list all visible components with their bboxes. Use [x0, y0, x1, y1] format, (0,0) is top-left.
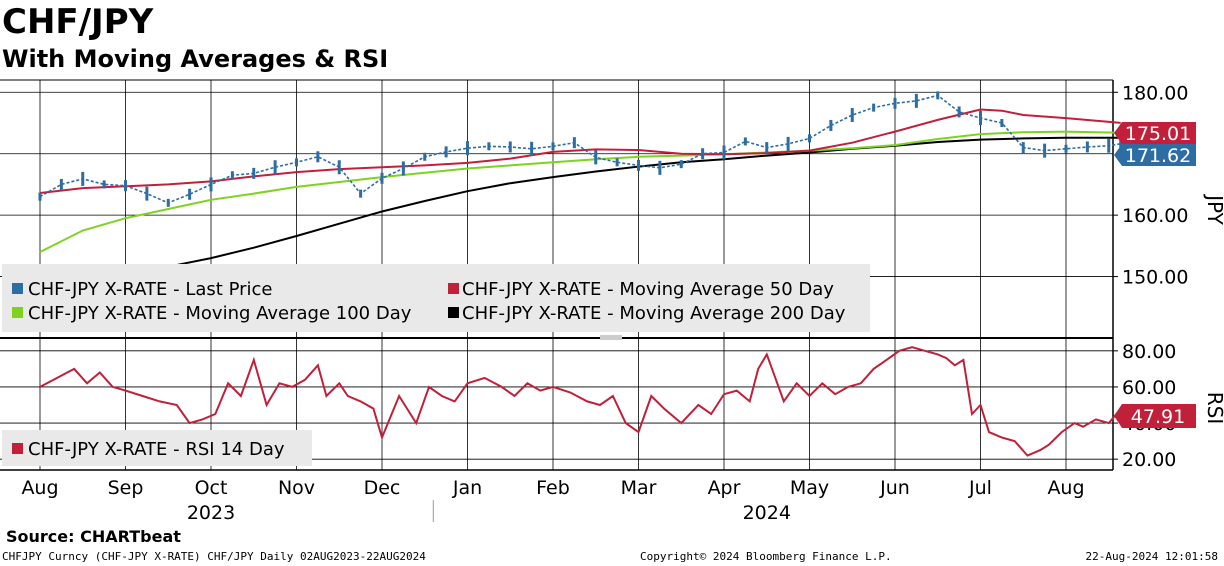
- legend-label-rsi: CHF-JPY X-RATE - RSI 14 Day: [28, 439, 285, 460]
- panel-resize-handle[interactable]: [600, 335, 622, 340]
- chart-title: CHF/JPY: [2, 2, 154, 42]
- last-value-rsi: 47.91: [1114, 404, 1196, 428]
- x-year-label: 2023: [187, 502, 235, 524]
- axis-layer: Aug Sep Oct Nov Dec Jan Feb Mar Apr May Jun Jul Aug 2…: [21, 82, 1188, 524]
- x-tick-label: Oct: [195, 477, 228, 499]
- last-value-price-bg: [1114, 144, 1196, 166]
- legend-label-ma200: CHF-JPY X-RATE - Moving Average 200 Day: [462, 303, 846, 324]
- last-value-price-text: 171.62: [1125, 145, 1191, 167]
- copyright: Copyright© 2024 Bloomberg Finance L.P.: [640, 550, 892, 563]
- y-tick-label: 160.00: [1122, 205, 1188, 227]
- legend-main: CHF-JPY X-RATE - Last Price CHF-JPY X-RA…: [2, 264, 870, 332]
- last-value-ma50-bg: [1114, 122, 1196, 144]
- legend-main-bg: [2, 264, 870, 332]
- legend-swatch-ma200: [448, 307, 459, 318]
- legend-rsi: CHF-JPY X-RATE - RSI 14 Day: [2, 430, 312, 466]
- last-value-rsi-text: 47.91: [1131, 406, 1185, 428]
- last-value-ma50-text: 175.01: [1125, 123, 1191, 145]
- x-tick-label: Aug: [1047, 477, 1084, 499]
- x-tick-label: Sep: [108, 477, 144, 499]
- x-tick-label: Apr: [708, 477, 741, 499]
- series-layer: [38, 91, 1123, 457]
- ticker-info: CHFJPY Curncy (CHF-JPY X-RATE) CHF/JPY D…: [2, 550, 426, 563]
- y-tick-label: 180.00: [1122, 82, 1188, 104]
- legend-swatch-last-price: [12, 283, 23, 294]
- source-label: Source: CHARTbeat: [6, 527, 181, 546]
- rsi-tick-label: 80.00: [1122, 341, 1176, 363]
- x-year-label: 2024: [743, 502, 791, 524]
- last-price-line: [39, 94, 1121, 204]
- last-value-price: 171.62: [1114, 144, 1196, 167]
- rsi-tick-label: 60.00: [1122, 377, 1176, 399]
- legend-swatch-ma100: [12, 307, 23, 318]
- last-value-rsi-bg: [1114, 404, 1196, 428]
- x-tick-label: Nov: [278, 477, 315, 499]
- last-value-ma50: 175.01: [1114, 122, 1196, 145]
- rsi-tick-label: 20.00: [1122, 449, 1176, 471]
- x-tick-label: Feb: [536, 477, 570, 499]
- x-tick-label: Jul: [968, 477, 992, 499]
- ma200-line: [39, 136, 1121, 284]
- x-tick-label: Jan: [452, 477, 482, 499]
- ma100-line: [39, 130, 1121, 253]
- x-tick-label: May: [790, 477, 829, 499]
- chart-subtitle: With Moving Averages & RSI: [2, 45, 389, 73]
- x-tick-label: Mar: [621, 477, 657, 499]
- y-axis-title-rsi: RSI: [1203, 392, 1224, 425]
- y-axis-title-jpy: JPY: [1203, 193, 1224, 226]
- rsi-line: [39, 346, 1122, 457]
- timestamp: 22-Aug-2024 12:01:58: [1085, 550, 1218, 563]
- x-tick-label: Dec: [364, 477, 401, 499]
- y-tick-label: 150.00: [1122, 267, 1188, 289]
- legend-rsi-bg: [2, 430, 312, 466]
- ma50-line: [39, 108, 1121, 194]
- x-tick-label: Aug: [21, 477, 58, 499]
- x-tick-label: Jun: [879, 477, 910, 499]
- legend-label-ma100: CHF-JPY X-RATE - Moving Average 100 Day: [28, 303, 412, 324]
- legend-label-last-price: CHF-JPY X-RATE - Last Price: [28, 279, 273, 300]
- legend-label-ma50: CHF-JPY X-RATE - Moving Average 50 Day: [462, 279, 834, 300]
- legend-swatch-ma50: [448, 283, 459, 294]
- legend-swatch-rsi: [12, 443, 23, 454]
